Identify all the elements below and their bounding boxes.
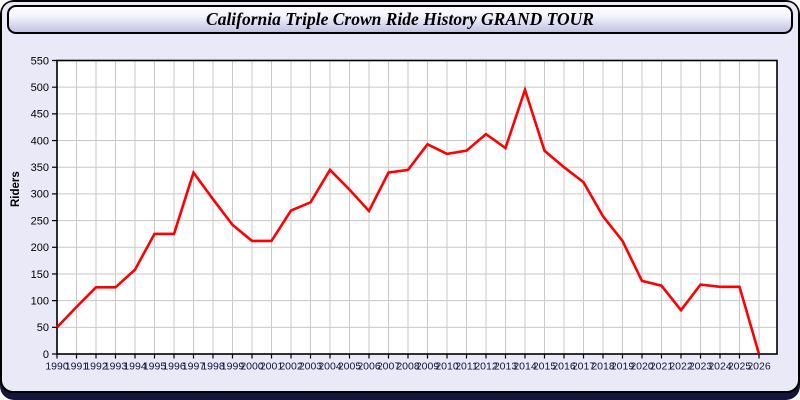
ride-history-chart: 1990199119921993199419951996199719981999… bbox=[31, 55, 778, 373]
y-tick-label: 350 bbox=[31, 162, 49, 174]
x-tick-label: 2006 bbox=[357, 361, 381, 373]
x-tick-label: 2025 bbox=[728, 361, 752, 373]
x-tick-label: 1996 bbox=[162, 361, 186, 373]
y-tick-label: 450 bbox=[31, 109, 49, 121]
page-title: California Triple Crown Ride History GRA… bbox=[206, 9, 594, 29]
x-tick-label: 2016 bbox=[552, 361, 576, 373]
plot-border bbox=[56, 59, 778, 355]
x-tick-label: 1997 bbox=[182, 361, 206, 373]
x-tick-label: 2001 bbox=[260, 361, 284, 373]
y-tick-label: 200 bbox=[31, 242, 49, 254]
x-tick-label: 2017 bbox=[572, 361, 596, 373]
x-tick-label: 2004 bbox=[318, 361, 342, 373]
y-tick-label: 500 bbox=[31, 82, 49, 94]
x-tick-label: 2011 bbox=[455, 361, 478, 373]
x-tick-label: 2023 bbox=[689, 361, 713, 373]
x-tick-label: 2010 bbox=[435, 361, 459, 373]
x-tick-label: 2013 bbox=[494, 361, 518, 373]
x-tick-label: 2024 bbox=[708, 361, 732, 373]
x-tick-label: 2005 bbox=[338, 361, 362, 373]
x-tick-label: 2022 bbox=[669, 361, 693, 373]
x-tick-label: 1993 bbox=[104, 361, 128, 373]
y-tick-label: 0 bbox=[43, 349, 49, 361]
x-tick-label: 2021 bbox=[650, 361, 674, 373]
x-tick-label: 1995 bbox=[143, 361, 167, 373]
x-tick-label: 2002 bbox=[279, 361, 303, 373]
y-tick-label: 250 bbox=[31, 215, 49, 227]
x-tick-label: 2009 bbox=[416, 361, 440, 373]
y-tick-label: 50 bbox=[37, 322, 49, 334]
x-tick-label: 2020 bbox=[630, 361, 654, 373]
y-tick-label: 100 bbox=[31, 295, 49, 307]
x-tick-label: 2003 bbox=[299, 361, 323, 373]
x-tick-label: 2014 bbox=[513, 361, 537, 373]
x-tick-label: 2012 bbox=[474, 361, 498, 373]
x-tick-label: 2019 bbox=[611, 361, 635, 373]
x-tick-label: 1992 bbox=[84, 361, 108, 373]
data-line-riders bbox=[56, 85, 761, 355]
y-tick-label: 150 bbox=[31, 269, 49, 281]
y-tick-label: 400 bbox=[31, 135, 49, 147]
x-tick-label: 1998 bbox=[201, 361, 225, 373]
x-tick-label: 1991 bbox=[65, 361, 89, 373]
x-tick-label: 2018 bbox=[591, 361, 615, 373]
x-tick-label: 2007 bbox=[377, 361, 401, 373]
x-tick-label: 2008 bbox=[396, 361, 420, 373]
x-tick-label: 2026 bbox=[747, 361, 771, 373]
y-tick-label: 300 bbox=[31, 189, 49, 201]
x-tick-label: 1999 bbox=[221, 361, 245, 373]
y-tick-label: 550 bbox=[31, 55, 49, 67]
x-tick-label: 1990 bbox=[45, 361, 69, 373]
x-tick-label: 2015 bbox=[533, 361, 557, 373]
title-bar: California Triple Crown Ride History GRA… bbox=[7, 5, 793, 34]
plot-background bbox=[57, 60, 777, 354]
x-tick-label: 1994 bbox=[123, 361, 147, 373]
x-tick-label: 2000 bbox=[240, 361, 264, 373]
